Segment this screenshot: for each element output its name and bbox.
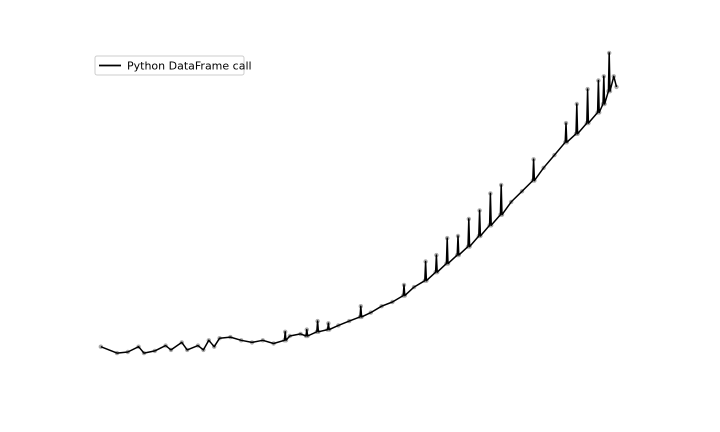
legend-label: Python DataFrame call <box>127 60 252 73</box>
data-point <box>614 84 619 90</box>
legend-frame <box>94 55 245 76</box>
series-line <box>100 52 618 354</box>
plot-area <box>98 50 619 356</box>
legend: Python DataFrame call <box>94 55 252 76</box>
